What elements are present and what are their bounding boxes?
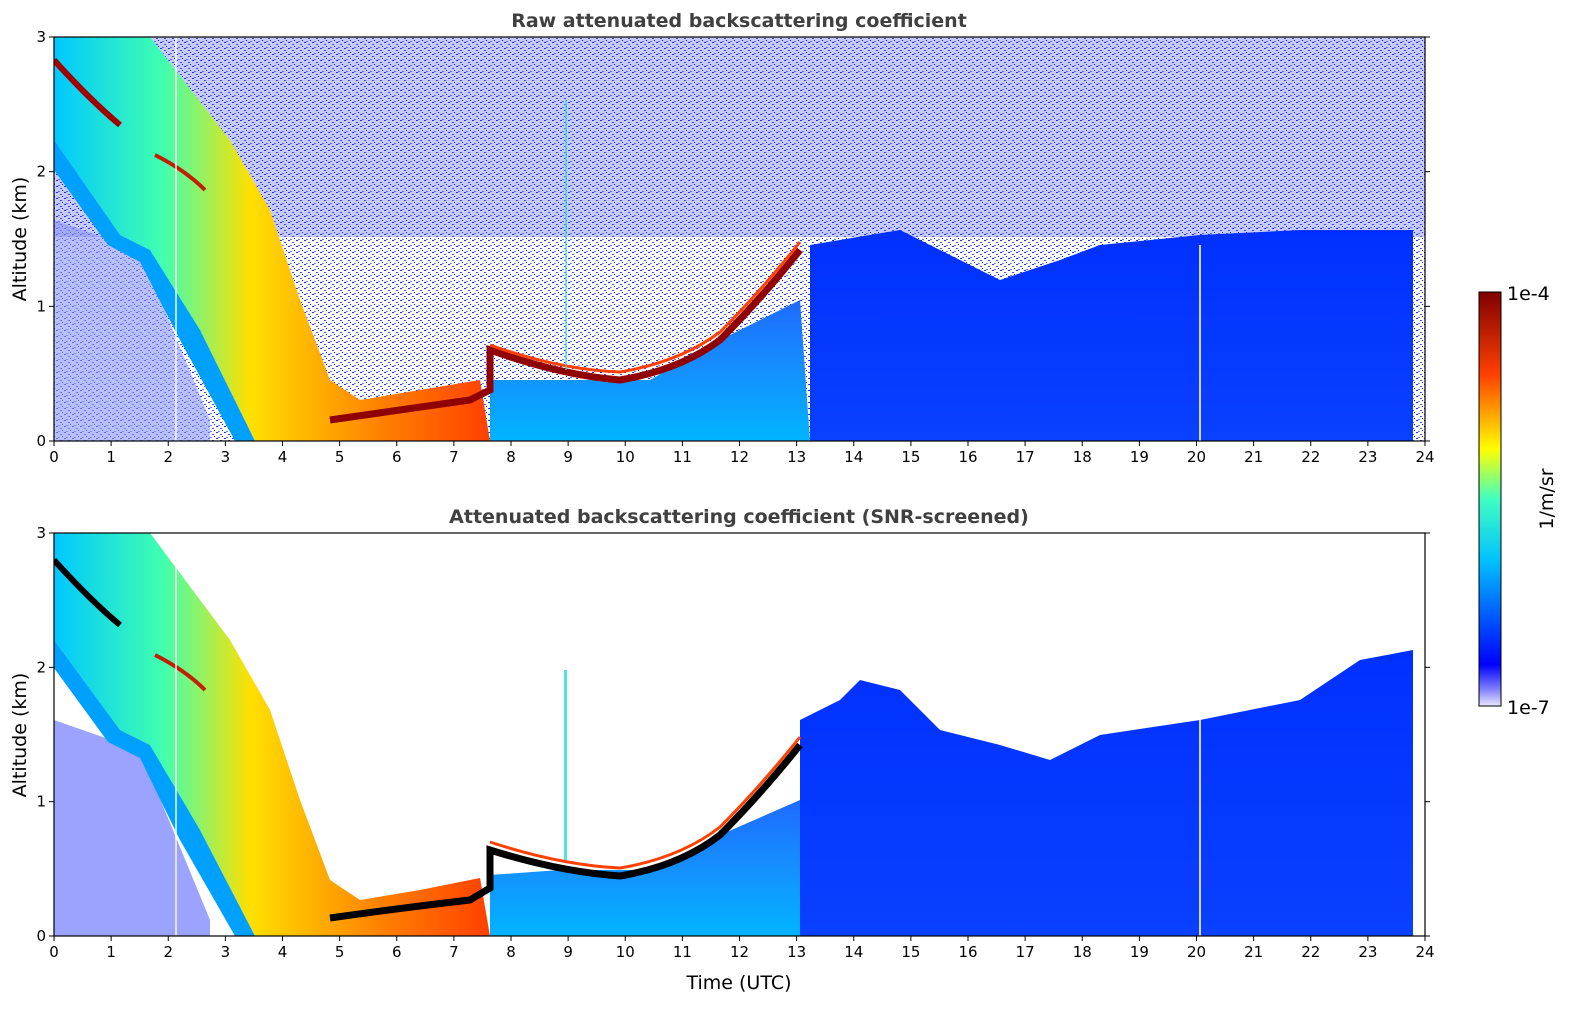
x-tick-label: 8 bbox=[506, 943, 516, 961]
y-tick-label: 0 bbox=[36, 927, 46, 945]
x-tick-label: 12 bbox=[730, 943, 749, 961]
x-tick-label: 17 bbox=[1016, 943, 1035, 961]
colorbar-gradient bbox=[1478, 291, 1502, 707]
x-tick-label: 7 bbox=[449, 943, 459, 961]
x-tick-label: 10 bbox=[616, 943, 635, 961]
x-tick-label: 18 bbox=[1073, 448, 1092, 466]
x-tick-label: 23 bbox=[1358, 943, 1377, 961]
colorbar-max-label: 1e-4 bbox=[1507, 283, 1550, 305]
bottom-axes: 0 1 2 3 4 5 6 7 8 9 10 11 12 13 14 15 16 17 18 19 20 21 22 23 24… bbox=[36, 524, 1434, 961]
y-tick-label: 1 bbox=[36, 793, 46, 811]
top-y-axis-label: Altitude (km) bbox=[9, 177, 31, 302]
x-tick-label: 22 bbox=[1301, 943, 1320, 961]
x-tick-label: 10 bbox=[616, 448, 635, 466]
bottom-heatmap bbox=[54, 533, 1425, 936]
x-tick-label: 18 bbox=[1073, 943, 1092, 961]
x-tick-label: 13 bbox=[787, 448, 806, 466]
y-tick-label: 3 bbox=[36, 28, 46, 46]
x-tick-label: 22 bbox=[1301, 448, 1320, 466]
x-tick-label: 5 bbox=[335, 943, 345, 961]
bottom-x-axis-label: Time (UTC) bbox=[685, 972, 791, 994]
x-tick-label: 12 bbox=[730, 448, 749, 466]
top-heatmap bbox=[54, 37, 1425, 441]
x-tick-label: 17 bbox=[1016, 448, 1035, 466]
x-tick-label: 16 bbox=[958, 943, 977, 961]
x-tick-label: 1 bbox=[106, 448, 116, 466]
x-tick-label: 11 bbox=[673, 448, 692, 466]
x-tick-label: 20 bbox=[1187, 943, 1206, 961]
y-tick-label: 1 bbox=[36, 297, 46, 315]
y-tick-label: 2 bbox=[36, 658, 46, 676]
x-tick-label: 4 bbox=[278, 448, 288, 466]
y-tick-label: 3 bbox=[36, 524, 46, 542]
x-tick-label: 4 bbox=[278, 943, 288, 961]
top-axes: 0 1 2 3 4 5 6 7 8 9 10 11 12 13 14 15 16 17 18 19 20 21 22 23 24… bbox=[36, 28, 1434, 466]
x-tick-label: 21 bbox=[1244, 943, 1263, 961]
x-tick-label: 9 bbox=[563, 943, 573, 961]
x-tick-label: 9 bbox=[563, 448, 573, 466]
x-tick-label: 23 bbox=[1358, 448, 1377, 466]
x-tick-label: 1 bbox=[106, 943, 116, 961]
x-tick-label: 19 bbox=[1130, 943, 1149, 961]
bottom-chart-title: Attenuated backscattering coefficient (S… bbox=[449, 506, 1029, 528]
x-tick-label: 24 bbox=[1415, 943, 1434, 961]
bottom-y-axis-label: Altitude (km) bbox=[9, 673, 31, 798]
x-tick-label: 6 bbox=[392, 943, 402, 961]
y-tick-label: 0 bbox=[36, 432, 46, 450]
x-tick-label: 0 bbox=[49, 448, 59, 466]
x-tick-label: 14 bbox=[844, 943, 863, 961]
x-tick-label: 7 bbox=[449, 448, 459, 466]
colorbar-unit-label: 1/m/sr bbox=[1536, 468, 1558, 529]
x-tick-label: 0 bbox=[49, 943, 59, 961]
x-tick-label: 6 bbox=[392, 448, 402, 466]
x-tick-label: 14 bbox=[844, 448, 863, 466]
x-tick-label: 11 bbox=[673, 943, 692, 961]
x-tick-label: 21 bbox=[1244, 448, 1263, 466]
top-chart-title: Raw attenuated backscattering coefficien… bbox=[511, 10, 967, 32]
x-tick-label: 16 bbox=[958, 448, 977, 466]
colorbar-min-label: 1e-7 bbox=[1507, 697, 1550, 719]
x-tick-label: 5 bbox=[335, 448, 345, 466]
x-tick-label: 13 bbox=[787, 943, 806, 961]
x-tick-label: 15 bbox=[901, 448, 920, 466]
x-tick-label: 15 bbox=[901, 943, 920, 961]
x-tick-label: 3 bbox=[221, 943, 231, 961]
x-tick-label: 20 bbox=[1187, 448, 1206, 466]
x-tick-label: 19 bbox=[1130, 448, 1149, 466]
x-tick-label: 2 bbox=[163, 943, 173, 961]
colorbar: 1e-4 1e-7 1/m/sr bbox=[1478, 283, 1558, 719]
x-tick-label: 24 bbox=[1415, 448, 1434, 466]
x-tick-label: 3 bbox=[221, 448, 231, 466]
y-tick-label: 2 bbox=[36, 163, 46, 181]
x-tick-label: 2 bbox=[163, 448, 173, 466]
x-tick-label: 8 bbox=[506, 448, 516, 466]
